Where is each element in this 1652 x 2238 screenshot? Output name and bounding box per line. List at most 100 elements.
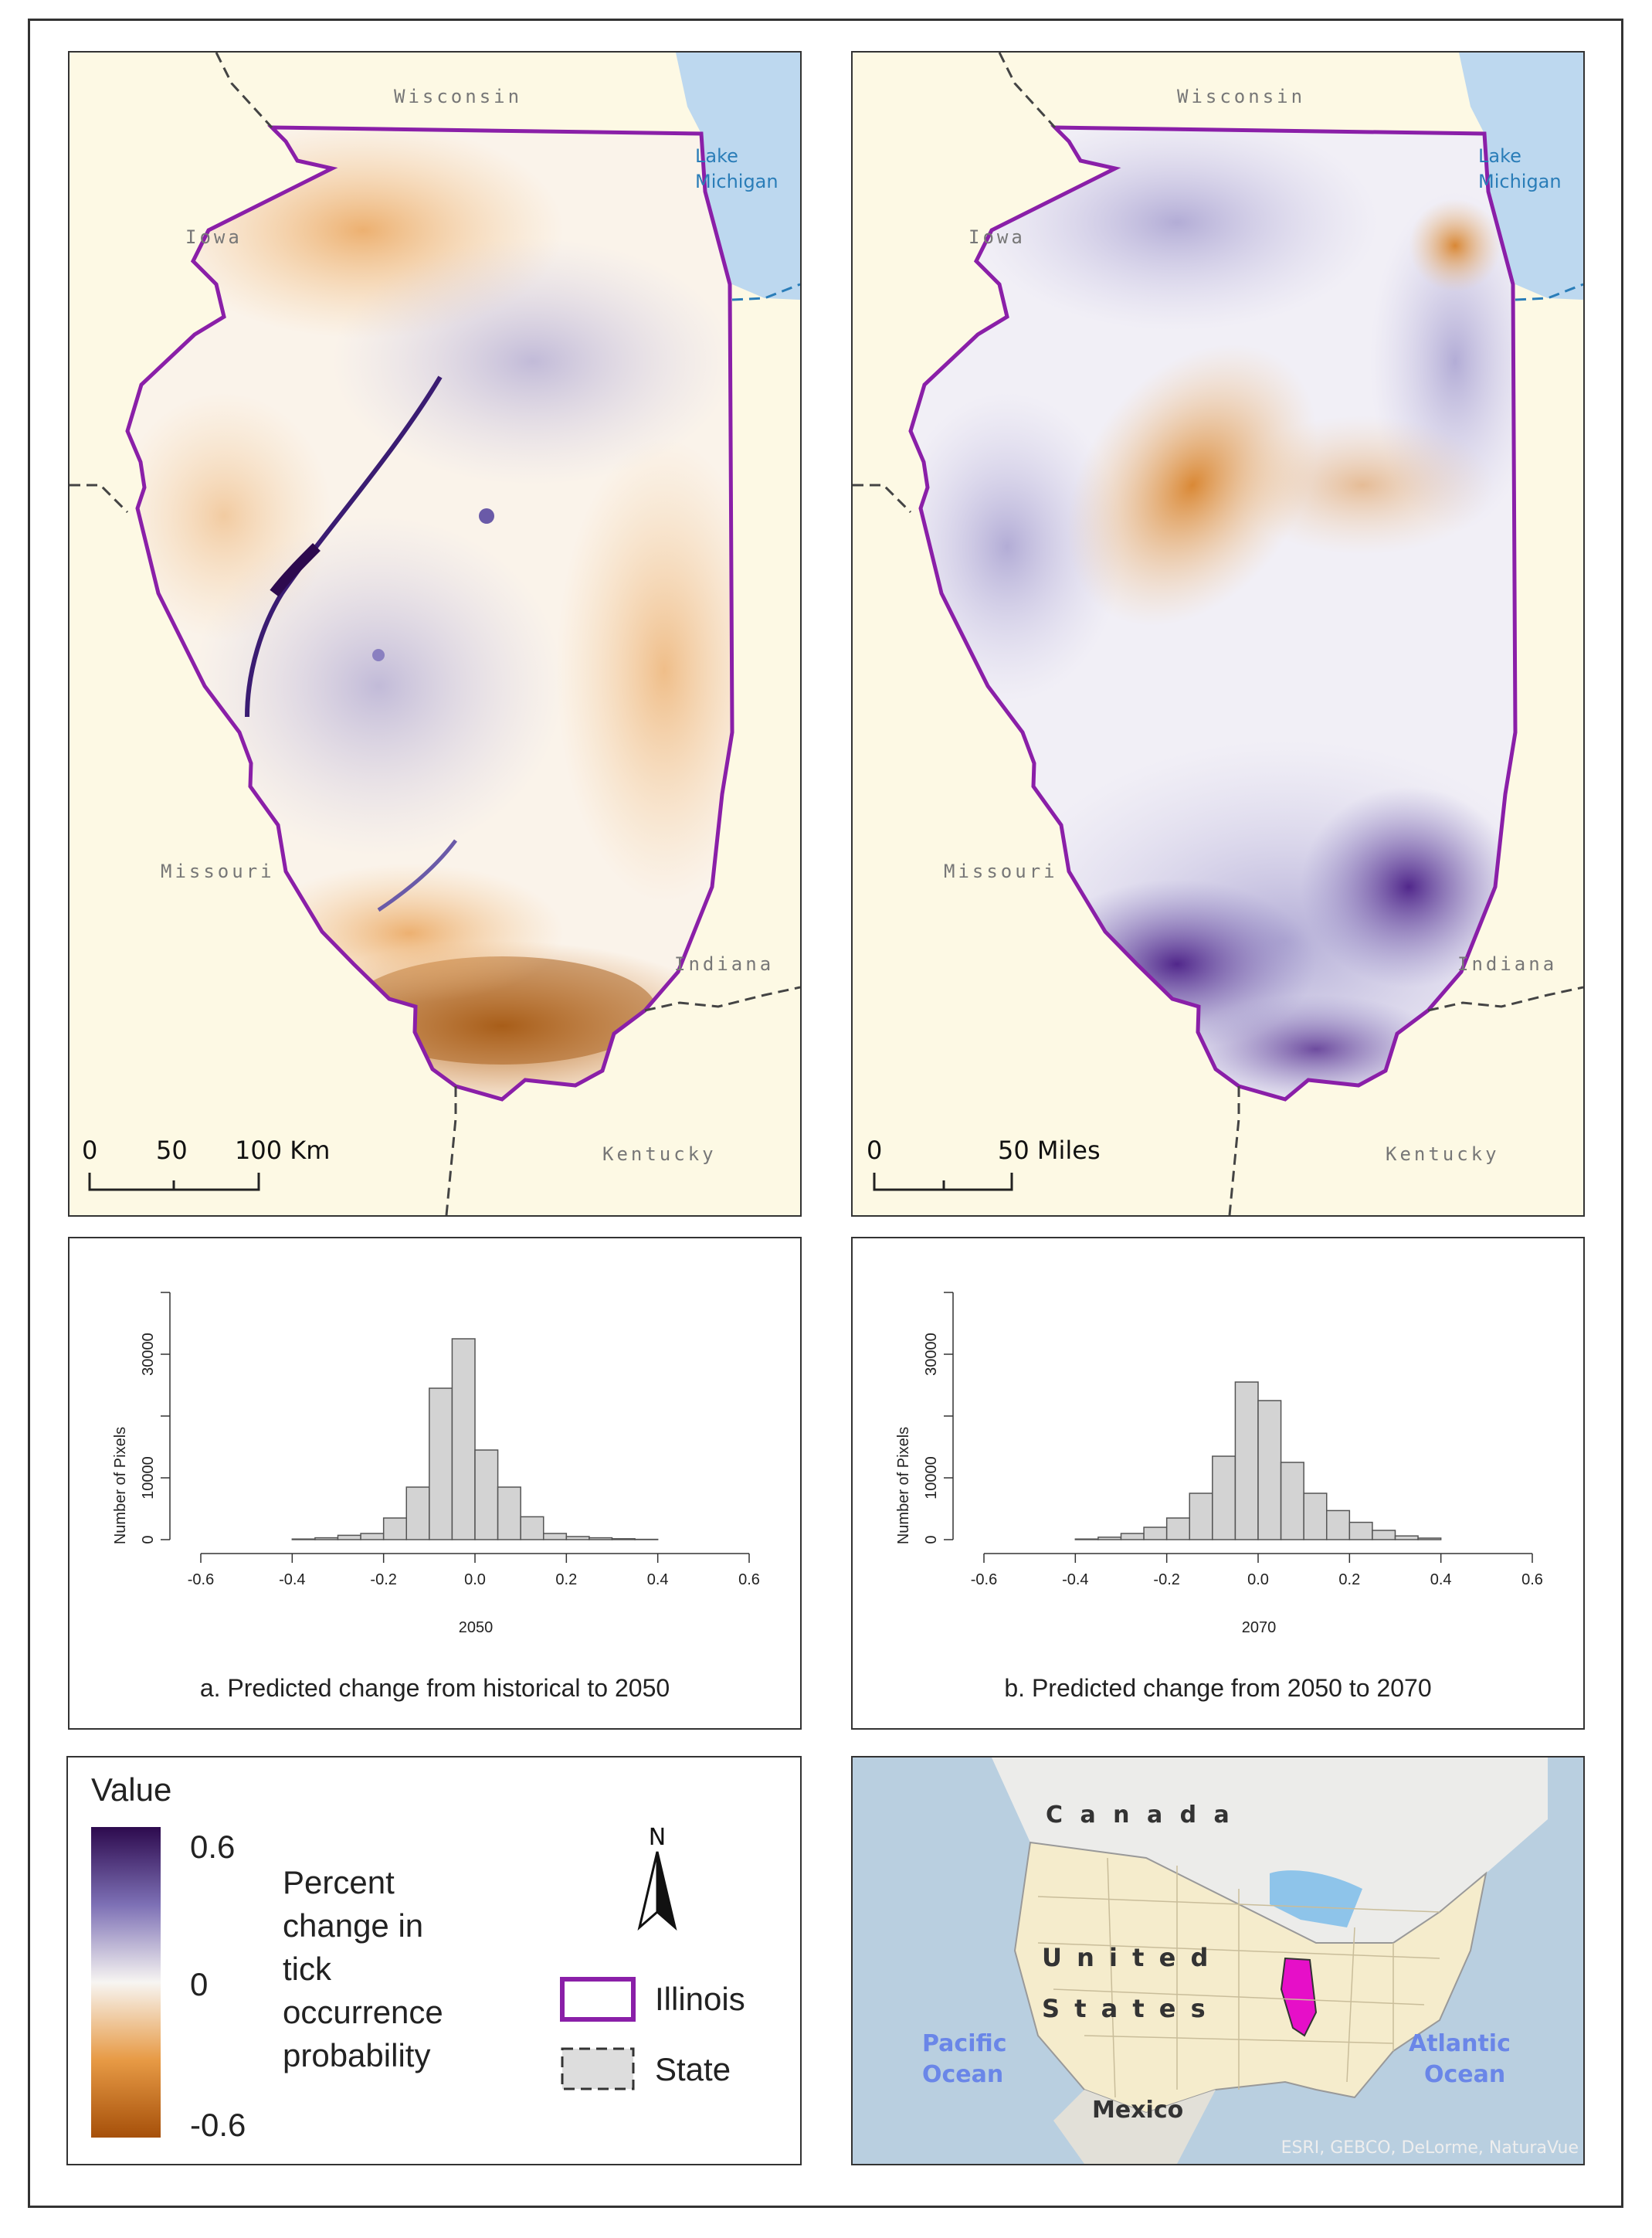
x-tick-label: -0.6 xyxy=(188,1571,214,1588)
label-missouri: Missouri xyxy=(161,861,275,882)
histogram-bar xyxy=(1417,1537,1442,1540)
y-tick-label: 10000 xyxy=(923,1456,940,1499)
x-axis-label: 2050 xyxy=(459,1619,494,1636)
x-tick-label: 0.6 xyxy=(738,1571,760,1588)
histogram-bar xyxy=(1280,1462,1304,1540)
y-tick-label: 30000 xyxy=(140,1333,157,1376)
figure-frame xyxy=(28,19,1623,2208)
caption-a: a. Predicted change from historical to 2… xyxy=(200,1674,670,1702)
histogram-bar xyxy=(589,1537,613,1540)
label-atlantic-1: Atlantic xyxy=(1409,2030,1511,2057)
label-states: S t a t e s xyxy=(1042,1994,1209,2023)
label-indiana: Indiana xyxy=(1457,953,1557,975)
label-pacific-2: Ocean xyxy=(922,2061,1003,2088)
legend-max: 0.6 xyxy=(190,1829,235,1865)
label-lake-2: Michigan xyxy=(1478,171,1562,192)
histogram-bar xyxy=(1212,1455,1236,1540)
legend-panel: Value 0.6 0 -0.6 Percent change in tick … xyxy=(66,1756,802,2165)
legend-min: -0.6 xyxy=(190,2107,246,2143)
label-wisconsin: Wisconsin xyxy=(394,86,522,107)
histogram-bar xyxy=(1189,1493,1213,1540)
histogram-bar xyxy=(1303,1493,1328,1540)
y-tick-label: 10000 xyxy=(140,1456,157,1499)
legend-mid: 0 xyxy=(190,1966,208,2002)
state-swatch xyxy=(561,2047,635,2090)
histogram-bar xyxy=(451,1338,476,1540)
histogram-bar xyxy=(474,1449,499,1540)
scale-tick-50: 50 Miles xyxy=(998,1136,1101,1165)
label-iowa: Iowa xyxy=(968,226,1026,248)
scale-bar-km: 0 50 100 Km xyxy=(82,1136,330,1191)
histogram-bar xyxy=(1372,1530,1396,1540)
label-mexico: Mexico xyxy=(1092,2097,1183,2124)
illinois-highlight xyxy=(1280,1957,1318,2037)
y-axis-label: Number of Pixels xyxy=(112,1427,129,1544)
histogram-bar xyxy=(1143,1527,1168,1540)
x-tick-label: 0.2 xyxy=(1338,1571,1360,1588)
histogram-bar xyxy=(611,1538,636,1540)
legend-description: Percent change in tick occurrence probab… xyxy=(283,1864,443,2073)
svg-text:tick: tick xyxy=(283,1951,332,1987)
histogram-bar xyxy=(1348,1521,1373,1540)
legend-state: State xyxy=(655,2051,731,2087)
scale-bar-miles: 0 50 Miles xyxy=(867,1136,1101,1191)
svg-text:occurrence: occurrence xyxy=(283,1994,443,2030)
histogram-bar xyxy=(405,1486,430,1540)
y-axis-label: Number of Pixels xyxy=(895,1427,912,1544)
scale-tick-100: 100 Km xyxy=(235,1136,330,1165)
lake-michigan-shape xyxy=(676,53,800,300)
label-kentucky: Kentucky xyxy=(1386,1143,1500,1165)
caption-b: b. Predicted change from 2050 to 2070 xyxy=(1004,1674,1431,1702)
x-tick-label: 0.6 xyxy=(1521,1571,1543,1588)
x-tick-label: -0.2 xyxy=(370,1571,396,1588)
svg-text:change in: change in xyxy=(283,1907,423,1944)
scale-tick-50: 50 xyxy=(156,1136,188,1165)
histogram-bar xyxy=(520,1516,544,1540)
histogram-bar xyxy=(1394,1535,1419,1540)
label-lake-1: Lake xyxy=(695,145,738,167)
label-lake-1: Lake xyxy=(1478,145,1521,167)
svg-text:N: N xyxy=(649,1824,666,1851)
illinois-border xyxy=(125,125,734,1102)
map-panel-2050: Wisconsin Iowa Lake Michigan Missouri In… xyxy=(68,51,802,1217)
histogram-panel-2050: Number of Pixels 2050 a. Predicted chang… xyxy=(68,1237,802,1730)
histogram-bar xyxy=(1097,1537,1122,1540)
histogram-bar xyxy=(1234,1381,1259,1540)
scale-tick-0: 0 xyxy=(867,1136,882,1165)
label-united: U n i t e d xyxy=(1042,1943,1211,1972)
label-pacific-1: Pacific xyxy=(922,2030,1007,2057)
histogram-bar xyxy=(337,1534,361,1540)
y-tick-label: 30000 xyxy=(923,1333,940,1376)
svg-text:Percent: Percent xyxy=(283,1864,395,1900)
locator-inset-map: C a n a d a U n i t e d S t a t e s Paci… xyxy=(851,1756,1585,2165)
histogram-bar xyxy=(360,1533,385,1540)
histogram-bar xyxy=(497,1486,521,1540)
x-tick-label: -0.2 xyxy=(1153,1571,1179,1588)
histogram-bar xyxy=(429,1387,453,1540)
map-panel-2070: Wisconsin Iowa Lake Michigan Missouri In… xyxy=(851,51,1585,1217)
north-arrow-icon: N xyxy=(637,1824,677,1931)
histogram-bar xyxy=(291,1538,316,1540)
x-tick-label: 0.0 xyxy=(1247,1571,1269,1588)
histogram-bar xyxy=(314,1537,339,1540)
label-kentucky: Kentucky xyxy=(602,1143,717,1165)
x-tick-label: 0.0 xyxy=(464,1571,486,1588)
x-tick-label: 0.4 xyxy=(1430,1571,1452,1588)
y-tick-label: 0 xyxy=(923,1535,940,1544)
histogram-bar xyxy=(1120,1533,1145,1540)
x-tick-label: 0.2 xyxy=(555,1571,577,1588)
histogram-bar xyxy=(565,1536,590,1540)
x-tick-label: -0.6 xyxy=(971,1571,997,1588)
legend-illinois: Illinois xyxy=(655,1981,745,2017)
label-canada: C a n a d a xyxy=(1046,1802,1234,1829)
histogram-panel-2070: Number of Pixels 2070 b. Predicted chang… xyxy=(851,1237,1585,1730)
histogram-bar xyxy=(543,1533,568,1540)
label-wisconsin: Wisconsin xyxy=(1177,86,1305,107)
map-credit: ESRI, GEBCO, DeLorme, NaturaVue xyxy=(1281,2138,1579,2158)
label-atlantic-2: Ocean xyxy=(1424,2061,1505,2088)
svg-text:probability: probability xyxy=(283,2037,430,2073)
x-axis-label: 2070 xyxy=(1242,1619,1277,1636)
histogram-bar xyxy=(382,1517,407,1540)
y-tick-label: 0 xyxy=(140,1535,157,1544)
color-ramp xyxy=(91,1827,161,2138)
